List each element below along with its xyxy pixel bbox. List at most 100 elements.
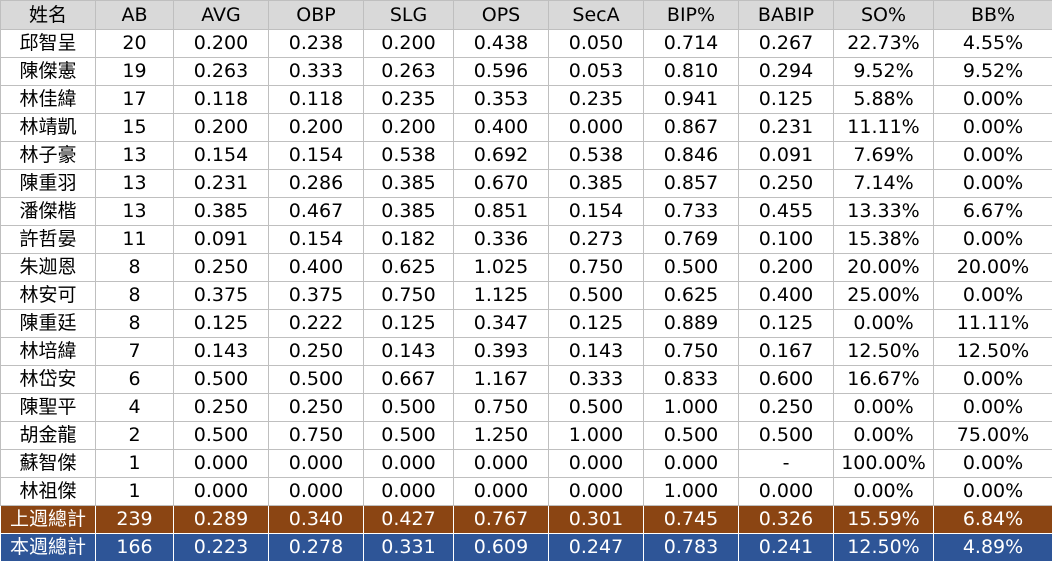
header-ops[interactable]: OPS	[454, 1, 549, 30]
cell-seca[interactable]: 0.000	[549, 478, 644, 506]
cell-slg[interactable]: 0.263	[364, 58, 454, 86]
cell-bb-pct[interactable]: 20.00%	[934, 254, 1052, 282]
total-cell-so-pct[interactable]: 12.50%	[834, 534, 934, 561]
cell-slg[interactable]: 0.125	[364, 310, 454, 338]
cell-avg[interactable]: 0.250	[174, 254, 269, 282]
header-bip-pct[interactable]: BIP%	[644, 1, 739, 30]
cell-avg[interactable]: 0.500	[174, 366, 269, 394]
cell-so-pct[interactable]: 100.00%	[834, 450, 934, 478]
cell-avg[interactable]: 0.375	[174, 282, 269, 310]
cell-obp[interactable]: 0.750	[269, 422, 364, 450]
cell-avg[interactable]: 0.154	[174, 142, 269, 170]
cell-player-name[interactable]: 林祖傑	[1, 478, 96, 506]
cell-avg[interactable]: 0.143	[174, 338, 269, 366]
cell-slg[interactable]: 0.750	[364, 282, 454, 310]
cell-player-name[interactable]: 陳聖平	[1, 394, 96, 422]
cell-babip[interactable]: 0.167	[739, 338, 834, 366]
cell-slg[interactable]: 0.235	[364, 86, 454, 114]
header-slg[interactable]: SLG	[364, 1, 454, 30]
cell-seca[interactable]: 0.500	[549, 282, 644, 310]
header-so-pct[interactable]: SO%	[834, 1, 934, 30]
cell-obp[interactable]: 0.154	[269, 226, 364, 254]
cell-player-name[interactable]: 林佳緯	[1, 86, 96, 114]
cell-ops[interactable]: 0.393	[454, 338, 549, 366]
total-cell-bip-pct[interactable]: 0.745	[644, 506, 739, 534]
cell-so-pct[interactable]: 5.88%	[834, 86, 934, 114]
cell-ab[interactable]: 8	[96, 254, 174, 282]
cell-so-pct[interactable]: 15.38%	[834, 226, 934, 254]
cell-avg[interactable]: 0.385	[174, 198, 269, 226]
cell-bb-pct[interactable]: 0.00%	[934, 170, 1052, 198]
total-cell-seca[interactable]: 0.301	[549, 506, 644, 534]
cell-so-pct[interactable]: 9.52%	[834, 58, 934, 86]
cell-seca[interactable]: 0.538	[549, 142, 644, 170]
cell-babip[interactable]: 0.600	[739, 366, 834, 394]
cell-ab[interactable]: 6	[96, 366, 174, 394]
cell-slg[interactable]: 0.538	[364, 142, 454, 170]
cell-bb-pct[interactable]: 11.11%	[934, 310, 1052, 338]
total-cell-obp[interactable]: 0.278	[269, 534, 364, 561]
cell-ab[interactable]: 20	[96, 30, 174, 58]
cell-seca[interactable]: 0.000	[549, 114, 644, 142]
cell-bip-pct[interactable]: 0.000	[644, 450, 739, 478]
cell-seca[interactable]: 0.273	[549, 226, 644, 254]
cell-player-name[interactable]: 許哲晏	[1, 226, 96, 254]
cell-seca[interactable]: 0.750	[549, 254, 644, 282]
total-cell-ab[interactable]: 166	[96, 534, 174, 561]
cell-slg[interactable]: 0.200	[364, 30, 454, 58]
cell-ab[interactable]: 2	[96, 422, 174, 450]
cell-avg[interactable]: 0.500	[174, 422, 269, 450]
cell-avg[interactable]: 0.125	[174, 310, 269, 338]
total-cell-seca[interactable]: 0.247	[549, 534, 644, 561]
cell-avg[interactable]: 0.231	[174, 170, 269, 198]
cell-ops[interactable]: 0.670	[454, 170, 549, 198]
cell-obp[interactable]: 0.286	[269, 170, 364, 198]
total-cell-slg[interactable]: 0.331	[364, 534, 454, 561]
cell-obp[interactable]: 0.400	[269, 254, 364, 282]
cell-so-pct[interactable]: 7.69%	[834, 142, 934, 170]
cell-seca[interactable]: 1.000	[549, 422, 644, 450]
cell-bip-pct[interactable]: 0.833	[644, 366, 739, 394]
cell-ab[interactable]: 1	[96, 450, 174, 478]
cell-babip[interactable]: 0.125	[739, 86, 834, 114]
cell-bb-pct[interactable]: 0.00%	[934, 394, 1052, 422]
total-cell-bb-pct[interactable]: 4.89%	[934, 534, 1052, 561]
cell-seca[interactable]: 0.500	[549, 394, 644, 422]
cell-ops[interactable]: 0.400	[454, 114, 549, 142]
cell-slg[interactable]: 0.385	[364, 170, 454, 198]
cell-ops[interactable]: 0.596	[454, 58, 549, 86]
cell-seca[interactable]: 0.053	[549, 58, 644, 86]
cell-ab[interactable]: 13	[96, 198, 174, 226]
cell-babip[interactable]: 0.250	[739, 394, 834, 422]
cell-slg[interactable]: 0.000	[364, 478, 454, 506]
total-cell-ops[interactable]: 0.767	[454, 506, 549, 534]
header-ab[interactable]: AB	[96, 1, 174, 30]
cell-babip[interactable]: 0.231	[739, 114, 834, 142]
cell-bb-pct[interactable]: 0.00%	[934, 450, 1052, 478]
cell-slg[interactable]: 0.182	[364, 226, 454, 254]
cell-ab[interactable]: 7	[96, 338, 174, 366]
cell-ab[interactable]: 13	[96, 170, 174, 198]
cell-bip-pct[interactable]: 0.714	[644, 30, 739, 58]
cell-babip[interactable]: 0.100	[739, 226, 834, 254]
cell-bb-pct[interactable]: 0.00%	[934, 226, 1052, 254]
total-cell-avg[interactable]: 0.289	[174, 506, 269, 534]
cell-babip[interactable]: 0.125	[739, 310, 834, 338]
cell-obp[interactable]: 0.250	[269, 338, 364, 366]
cell-so-pct[interactable]: 22.73%	[834, 30, 934, 58]
cell-avg[interactable]: 0.263	[174, 58, 269, 86]
cell-ops[interactable]: 0.750	[454, 394, 549, 422]
total-cell-so-pct[interactable]: 15.59%	[834, 506, 934, 534]
cell-player-name[interactable]: 朱迦恩	[1, 254, 96, 282]
cell-obp[interactable]: 0.238	[269, 30, 364, 58]
cell-slg[interactable]: 0.500	[364, 422, 454, 450]
